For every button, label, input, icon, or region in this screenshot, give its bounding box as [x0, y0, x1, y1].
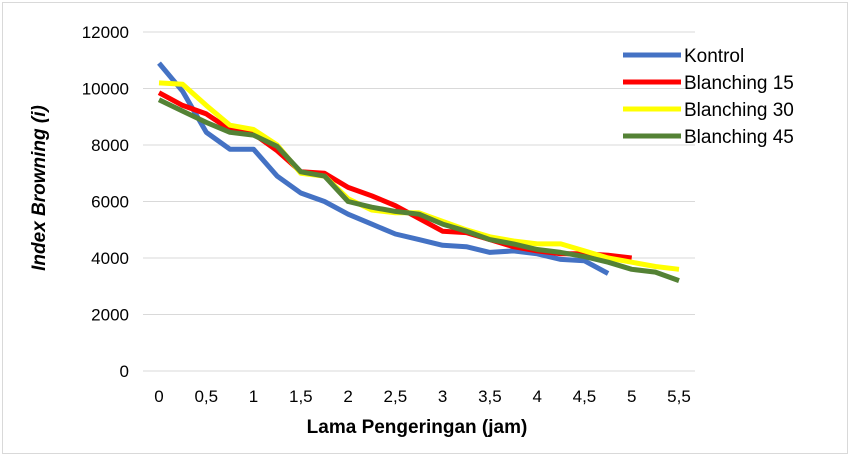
y-tick-label: 8000 — [91, 136, 129, 155]
y-tick-label: 10000 — [82, 80, 129, 99]
x-axis-title: Lama Pengeringan (jam) — [307, 417, 528, 438]
gridlines — [143, 31, 695, 372]
chart-frame: 0 2000 4000 6000 8000 10000 12000 0 0,5 1 1,5 2 2,5… — [2, 2, 848, 454]
y-axis-title-part-1: Index — [29, 216, 50, 271]
line-chart: 0 2000 4000 6000 8000 10000 12000 0 0,5 1 1,5 2 2,5… — [29, 23, 794, 438]
y-tick-label: 0 — [120, 362, 129, 381]
y-tick-label: 4000 — [91, 249, 129, 268]
x-tick-label: 1,5 — [289, 387, 313, 406]
x-tick-label: 1 — [249, 387, 258, 406]
y-axis-ticks: 0 2000 4000 6000 8000 10000 12000 — [82, 23, 129, 381]
legend-label: Blanching 45 — [684, 127, 794, 148]
x-tick-label: 4 — [532, 387, 541, 406]
x-tick-label: 5,5 — [667, 387, 691, 406]
y-tick-label: 6000 — [91, 193, 129, 212]
legend-label: Blanching 30 — [684, 100, 794, 121]
x-tick-label: 2 — [343, 387, 352, 406]
y-axis-title-part-3: (i) — [29, 105, 50, 128]
x-tick-label: 0,5 — [194, 387, 218, 406]
x-tick-label: 2,5 — [384, 387, 408, 406]
series-lines — [157, 61, 680, 283]
series-line-1 — [157, 61, 610, 276]
y-axis-title-part-2: Browning — [29, 128, 50, 216]
legend-label: Blanching 15 — [684, 73, 794, 94]
y-tick-label: 12000 — [82, 23, 129, 42]
legend-label: Kontrol — [684, 46, 744, 67]
x-tick-label: 5 — [627, 387, 636, 406]
x-axis-ticks: 0 0,5 1 1,5 2 2,5 3 3,5 4 4,5 5 5,5 — [154, 387, 691, 406]
x-tick-label: 0 — [154, 387, 163, 406]
x-tick-label: 4,5 — [573, 387, 597, 406]
y-axis-title: Index Browning (i) — [29, 105, 50, 271]
x-tick-label: 3,5 — [478, 387, 502, 406]
series-line-4 — [157, 97, 680, 283]
legend: Kontrol Blanching 15 Blanching 30 Blanching… — [623, 46, 794, 148]
x-tick-label: 3 — [438, 387, 447, 406]
y-tick-label: 2000 — [91, 306, 129, 325]
